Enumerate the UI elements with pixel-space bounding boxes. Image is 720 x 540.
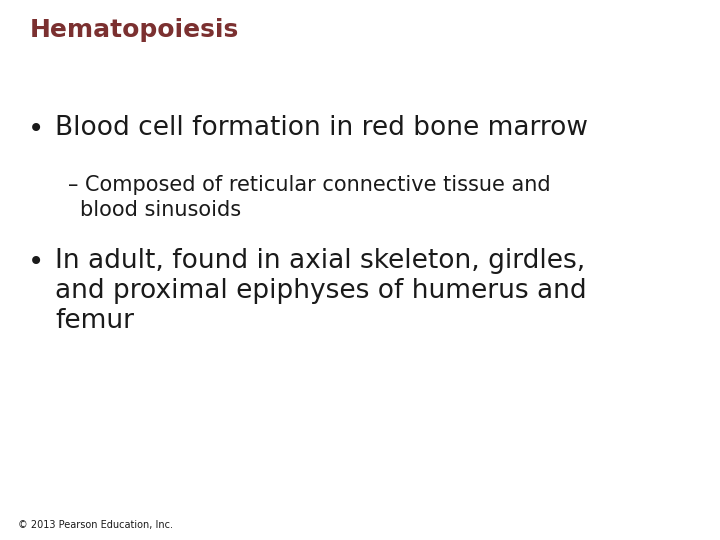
Text: Hematopoiesis: Hematopoiesis xyxy=(30,18,239,42)
Text: © 2013 Pearson Education, Inc.: © 2013 Pearson Education, Inc. xyxy=(18,520,173,530)
Text: femur: femur xyxy=(55,308,134,334)
Text: and proximal epiphyses of humerus and: and proximal epiphyses of humerus and xyxy=(55,278,587,304)
Text: In adult, found in axial skeleton, girdles,: In adult, found in axial skeleton, girdl… xyxy=(55,248,585,274)
Text: •: • xyxy=(28,115,44,143)
Text: Blood cell formation in red bone marrow: Blood cell formation in red bone marrow xyxy=(55,115,588,141)
Text: – Composed of reticular connective tissue and: – Composed of reticular connective tissu… xyxy=(68,175,551,195)
Text: blood sinusoids: blood sinusoids xyxy=(80,200,241,220)
Text: •: • xyxy=(28,248,44,276)
